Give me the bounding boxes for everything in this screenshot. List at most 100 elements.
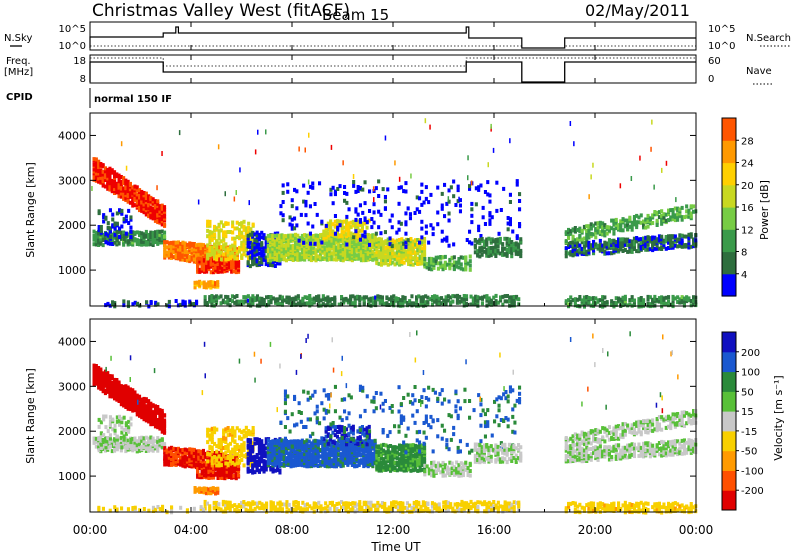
- velocity-cell: [238, 447, 242, 452]
- power-cell: [667, 246, 671, 250]
- power-cell: [367, 235, 371, 240]
- velocity-cell: [207, 487, 211, 492]
- nave-label: Nave: [746, 66, 772, 77]
- power-cell: [249, 235, 253, 240]
- power-cell: [340, 295, 344, 299]
- power-cell: [369, 296, 373, 301]
- power-cell: [480, 248, 484, 253]
- power-cell: [582, 295, 586, 300]
- power-cell: [567, 251, 571, 256]
- velocity-cell: [160, 444, 164, 449]
- power-cell: [97, 240, 101, 245]
- power-cell: [149, 242, 153, 247]
- power-cell: [113, 240, 117, 245]
- power-cell: [262, 298, 266, 302]
- power-cell: [294, 245, 298, 250]
- velocity-cell: [94, 364, 98, 368]
- power-cell: [124, 236, 128, 241]
- power-cell: [648, 238, 652, 243]
- power-cell: [108, 226, 112, 231]
- power-cell: [434, 259, 438, 263]
- power-cell: [653, 184, 655, 190]
- power-cell: [398, 258, 402, 263]
- power-cell: [498, 240, 502, 245]
- power-cell: [122, 188, 126, 193]
- velocity-cell: [222, 435, 226, 440]
- power-cell: [605, 241, 609, 246]
- power-cell: [284, 239, 288, 244]
- power-cell: [361, 187, 365, 192]
- power-cell: [403, 295, 407, 300]
- power-cell: [138, 242, 142, 247]
- power-cell: [269, 249, 273, 254]
- power-cell: [452, 179, 456, 184]
- power-cell: [260, 230, 264, 235]
- velocity-cell: [142, 401, 146, 406]
- velocity-cell: [106, 438, 110, 443]
- power-cell: [379, 247, 383, 252]
- power-cell: [510, 298, 514, 303]
- power-cell: [655, 298, 659, 302]
- power-cell: [124, 234, 128, 239]
- colorbar-tick-label: 12: [741, 225, 754, 236]
- power-cell: [494, 244, 498, 249]
- velocity-cell: [188, 450, 192, 455]
- power-cell: [273, 264, 277, 268]
- power-cell: [208, 299, 212, 304]
- velocity-cell: [227, 468, 231, 472]
- power-cell: [301, 296, 305, 301]
- power-cell: [207, 280, 211, 285]
- power-cell: [671, 297, 675, 301]
- power-cell: [244, 295, 248, 300]
- velocity-cell: [133, 395, 137, 400]
- power-cell: [260, 235, 264, 240]
- power-cell: [687, 241, 691, 246]
- power-cell: [404, 211, 408, 216]
- power-cell: [196, 269, 200, 274]
- velocity-cell: [151, 403, 155, 408]
- power-cell: [101, 177, 105, 182]
- velocity-cell: [106, 371, 110, 376]
- power-cell: [342, 230, 346, 235]
- power-cell: [144, 206, 148, 211]
- power-cell: [449, 295, 453, 300]
- power-cell: [153, 216, 157, 220]
- power-cell: [340, 229, 344, 234]
- power-cell: [514, 241, 518, 246]
- velocity-cell: [128, 387, 132, 392]
- power-cell: [678, 233, 682, 238]
- power-cell: [117, 229, 121, 234]
- velocity-cell: [149, 407, 153, 412]
- power-cell: [488, 211, 492, 216]
- power-cell: [322, 232, 326, 237]
- power-cell: [406, 238, 410, 243]
- velocity-cell: [222, 439, 226, 444]
- power-cell: [249, 227, 253, 232]
- velocity-cell: [110, 440, 114, 445]
- power-cell: [589, 246, 593, 251]
- power-cell: [485, 294, 489, 299]
- velocity-cell: [201, 455, 205, 459]
- power-cell: [215, 239, 219, 244]
- power-cell: [386, 237, 390, 242]
- power-cell: [344, 254, 348, 258]
- power-cell: [354, 220, 358, 225]
- power-cell: [260, 253, 264, 258]
- power-cell: [235, 190, 237, 195]
- velocity-cell: [218, 471, 222, 476]
- velocity-cell: [147, 442, 151, 447]
- power-cell: [443, 214, 447, 219]
- power-cell: [247, 255, 251, 260]
- power-cell: [355, 255, 359, 260]
- power-cell: [210, 294, 214, 298]
- velocity-cell: [118, 422, 122, 427]
- power-cell: [334, 245, 338, 250]
- power-cell: [632, 236, 636, 241]
- power-cell: [603, 233, 607, 238]
- velocity-cell: [242, 428, 246, 433]
- power-cell: [435, 298, 439, 302]
- power-cell: [296, 241, 300, 246]
- velocity-cell: [122, 415, 126, 420]
- velocity-cell: [174, 462, 178, 467]
- power-cell: [275, 255, 279, 260]
